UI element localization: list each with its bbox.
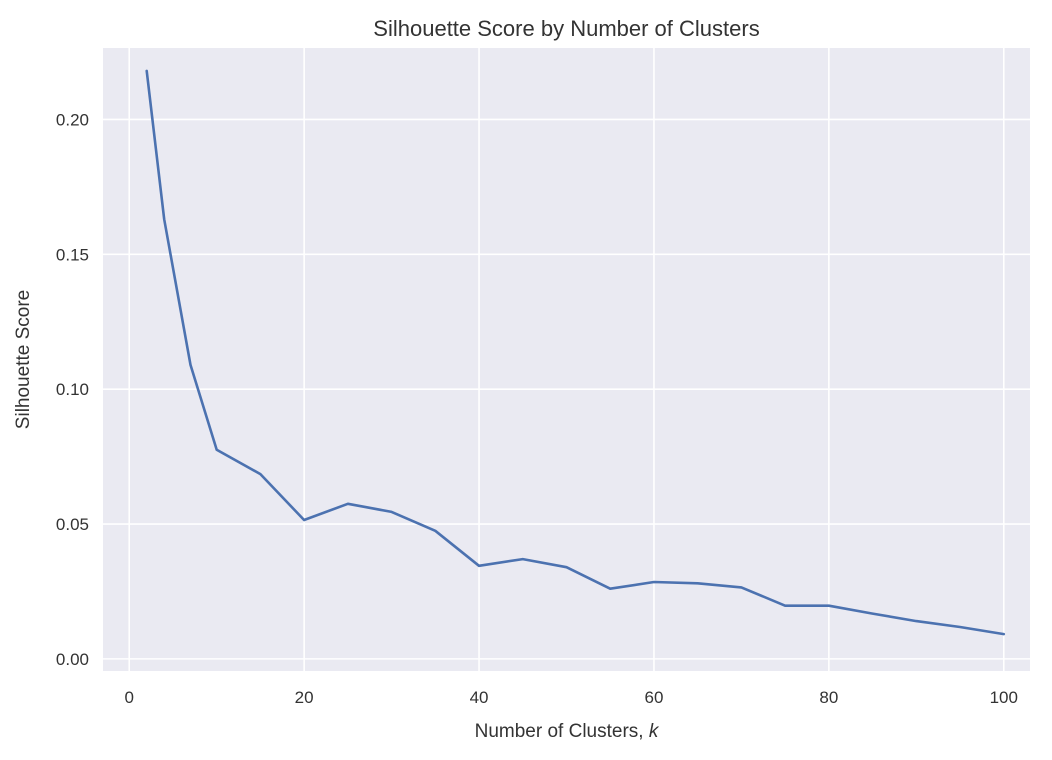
x-tick-label: 60 (644, 688, 663, 707)
x-tick-label: 40 (470, 688, 489, 707)
series-layer (145, 69, 1006, 636)
x-axis-label-text: Number of Clusters, (475, 721, 649, 742)
chart-title: Silhouette Score by Number of Clusters (373, 16, 759, 41)
y-tick-label: 0.20 (56, 110, 89, 129)
x-tick-label: 0 (125, 688, 134, 707)
x-axis-label: Number of Clusters, k (475, 721, 660, 742)
y-tick-label: 0.00 (56, 650, 89, 669)
y-tick-label: 0.15 (56, 245, 89, 264)
x-axis-label-variable: k (649, 721, 660, 742)
grid-lines (103, 48, 1030, 671)
y-tick-label: 0.05 (56, 515, 89, 534)
plot-area (103, 48, 1030, 671)
x-tick-label: 100 (990, 688, 1018, 707)
y-tick-label: 0.10 (56, 380, 89, 399)
x-tick-label: 80 (819, 688, 838, 707)
series-line (145, 69, 1006, 636)
y-axis-label: Silhouette Score (13, 290, 34, 429)
x-tick-label: 20 (295, 688, 314, 707)
tick-labels: 0 20 40 60 80 100 0.00 0.05 0.10 0.15 0.20 (56, 110, 1018, 707)
